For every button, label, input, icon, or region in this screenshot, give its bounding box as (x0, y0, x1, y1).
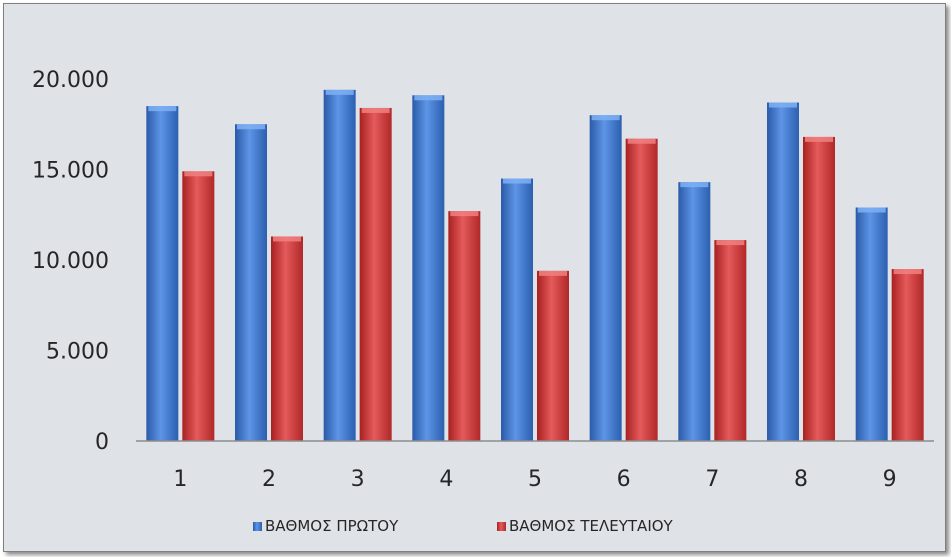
bar-series-2-cat-7 (714, 240, 747, 441)
legend-swatch-series-2 (497, 522, 506, 531)
bar-cap-series-1-cat-5 (503, 178, 531, 184)
bar-series-2-cat-4 (448, 211, 481, 441)
x-tick-label: 9 (883, 467, 897, 492)
bar-series-1-cat-9 (855, 207, 888, 441)
bar-series-1-cat-2 (235, 124, 267, 441)
bar-cap-series-1-cat-8 (769, 102, 797, 108)
x-tick-label: 6 (617, 467, 631, 492)
x-tick-label: 8 (794, 467, 808, 492)
bar-series-2-cat-2 (271, 236, 303, 441)
bar-cap-series-1-cat-1 (148, 106, 177, 112)
bar-series-1-cat-3 (323, 89, 356, 442)
bar-series-1-cat-6 (589, 115, 622, 441)
bar-series-1-cat-4 (412, 95, 445, 441)
bar-cap-series-2-cat-7 (716, 240, 745, 246)
bar-series-1-cat-5 (501, 178, 533, 442)
bar-series-1-cat-8 (767, 102, 799, 441)
bar-cap-series-2-cat-6 (627, 138, 656, 144)
bar-series-2-cat-9 (891, 269, 924, 441)
x-tick-label: 4 (439, 467, 453, 492)
x-tick-label: 2 (262, 467, 276, 492)
bar-series-2-cat-6 (625, 138, 658, 442)
bar-series-1-cat-1 (146, 106, 179, 442)
bar-series-2-cat-1 (182, 171, 215, 441)
x-tick-label: 7 (705, 467, 719, 492)
x-tick-label: 3 (351, 467, 365, 492)
bar-series-2-cat-3 (359, 107, 392, 442)
bars-group (146, 89, 924, 442)
bar-cap-series-1-cat-6 (591, 115, 620, 121)
bar-series-2-cat-8 (803, 136, 835, 442)
y-tick-label: 10.000 (32, 249, 109, 274)
bar-cap-series-1-cat-7 (680, 182, 709, 188)
bar-cap-series-1-cat-4 (414, 95, 443, 101)
bar-cap-series-2-cat-9 (893, 269, 922, 275)
y-tick-label: 0 (95, 430, 109, 455)
bar-cap-series-2-cat-1 (184, 171, 213, 177)
y-tick-label: 5.000 (46, 340, 109, 365)
bar-cap-series-2-cat-4 (450, 211, 479, 217)
bar-cap-series-1-cat-3 (325, 89, 354, 95)
bar-chart: 0 5.000 10.000 15.000 20.000 1 2 3 4 5 6 7 8 9 ΒΑΘΜΟ… (32, 68, 934, 535)
legend: ΒΑΘΜΟΣ ΠΡΩΤΟΥ ΒΑΘΜΟΣ ΤΕΛΕΥΤΑΙΟΥ (253, 517, 674, 535)
y-tick-label: 20.000 (32, 68, 109, 93)
chart-frame: 0 5.000 10.000 15.000 20.000 1 2 3 4 5 6 7 8 9 ΒΑΘΜΟ… (3, 3, 946, 552)
x-tick-label: 5 (528, 467, 542, 492)
legend-label-series-1: ΒΑΘΜΟΣ ΠΡΩΤΟΥ (265, 517, 399, 535)
y-axis-labels: 0 5.000 10.000 15.000 20.000 (32, 68, 109, 455)
bar-cap-series-2-cat-5 (539, 270, 567, 276)
x-tick-label: 1 (173, 467, 187, 492)
bar-cap-series-2-cat-3 (361, 107, 390, 113)
bar-cap-series-1-cat-9 (857, 207, 886, 213)
bar-cap-series-2-cat-8 (805, 136, 833, 142)
legend-label-series-2: ΒΑΘΜΟΣ ΤΕΛΕΥΤΑΙΟΥ (509, 517, 674, 535)
x-axis-labels: 1 2 3 4 5 6 7 8 9 (173, 467, 896, 492)
bar-cap-series-2-cat-2 (273, 236, 301, 242)
bar-cap-series-1-cat-2 (237, 124, 265, 130)
bar-series-2-cat-5 (537, 270, 569, 441)
legend-swatch-series-1 (253, 522, 262, 531)
bar-series-1-cat-7 (678, 182, 711, 442)
y-tick-label: 15.000 (32, 159, 109, 184)
